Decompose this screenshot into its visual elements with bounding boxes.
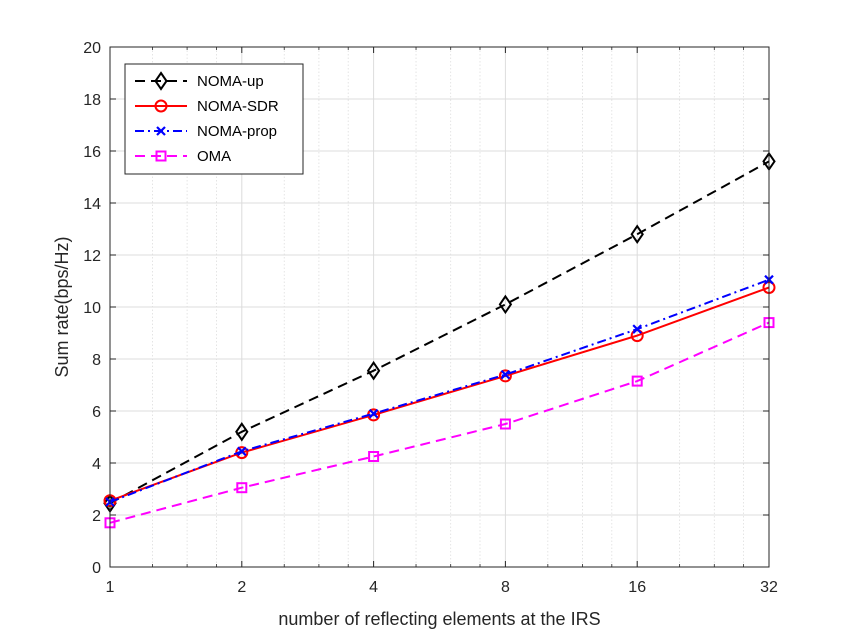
y-tick-label: 2 — [92, 508, 101, 525]
y-tick-label: 4 — [92, 456, 101, 473]
legend-marker-noma-up — [154, 71, 168, 91]
legend-marker-noma-sdr — [154, 99, 168, 113]
x-marker-stroke — [156, 126, 166, 136]
data-point-oma — [631, 375, 643, 387]
data-point-oma — [499, 418, 511, 430]
data-point-noma-sdr — [498, 369, 512, 383]
data-point-noma-up — [235, 422, 249, 442]
y-tick-label: 10 — [83, 300, 101, 317]
legend-marker-oma — [155, 150, 167, 162]
x-marker-stroke — [237, 446, 247, 457]
y-tick-label: 16 — [83, 144, 101, 161]
y-tick-label: 6 — [92, 404, 101, 421]
data-point-oma — [236, 482, 248, 494]
series-noma-prop — [105, 274, 774, 507]
legend-label-oma: OMA — [197, 148, 231, 165]
y-tick-label: 14 — [83, 196, 101, 213]
series-layer — [103, 151, 776, 529]
series-oma — [104, 317, 775, 529]
x-axis-label: number of reflecting elements at the IRS — [278, 609, 600, 629]
x-marker-stroke — [632, 324, 642, 334]
y-tick-label: 8 — [92, 352, 101, 369]
series-line-noma-prop — [109, 278, 770, 503]
data-point-noma-prop — [368, 408, 379, 419]
x-tick-label: 16 — [628, 579, 646, 596]
series-line-noma-up — [109, 160, 770, 505]
legend-marker-noma-prop — [156, 126, 166, 136]
data-point-noma-prop — [500, 369, 511, 380]
x-tick-label: 1 — [106, 579, 115, 596]
data-point-noma-up — [498, 294, 513, 315]
x-tick-label: 32 — [760, 579, 778, 596]
x-marker-stroke — [500, 369, 511, 380]
data-point-noma-up — [630, 224, 644, 244]
legend: NOMA-up NOMA-SDR NOMA-prop OMA — [124, 63, 304, 175]
x-marker-stroke — [368, 408, 379, 419]
data-point-oma — [368, 451, 380, 462]
y-tick-label: 20 — [83, 40, 101, 57]
y-tick-label: 0 — [92, 560, 101, 577]
x-tick-label: 2 — [237, 579, 246, 596]
series-line-oma — [109, 321, 770, 524]
y-tick-label: 12 — [83, 248, 101, 265]
data-point-noma-prop — [237, 446, 247, 457]
legend-label-noma-prop: NOMA-prop — [197, 123, 277, 140]
data-point-noma-prop — [632, 324, 642, 334]
y-axis-label: Sum rate(bps/Hz) — [52, 236, 72, 377]
x-tick-label: 4 — [369, 579, 378, 596]
x-tick-label: 8 — [501, 579, 510, 596]
y-tick-label: 18 — [83, 92, 101, 109]
data-point-noma-up — [366, 360, 381, 381]
legend-label-noma-sdr: NOMA-SDR — [197, 98, 279, 115]
legend-label-noma-up: NOMA-up — [197, 73, 264, 90]
